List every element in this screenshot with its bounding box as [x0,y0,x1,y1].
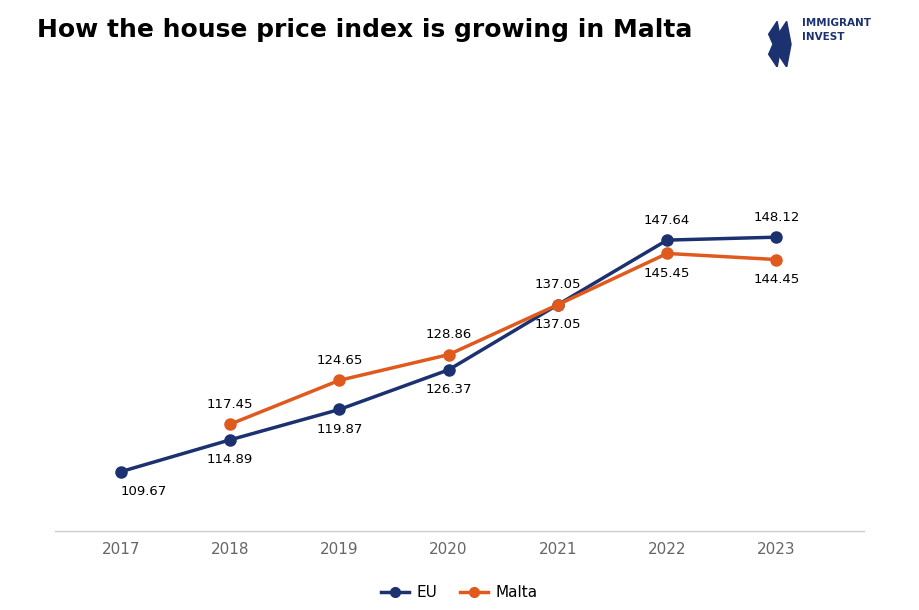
Text: 117.45: 117.45 [207,398,254,411]
Line: Malta: Malta [224,248,782,430]
EU [115,468,126,475]
Text: 144.45: 144.45 [754,273,800,286]
Legend: EU, Malta: EU, Malta [375,579,544,606]
Text: 137.05: 137.05 [535,278,581,292]
EU [334,406,345,413]
EU [552,301,563,309]
Text: 137.05: 137.05 [535,318,581,331]
Malta [662,250,673,257]
Polygon shape [768,21,781,67]
Text: 119.87: 119.87 [316,423,362,436]
Text: 145.45: 145.45 [644,267,690,280]
Text: 126.37: 126.37 [425,383,471,396]
Malta [771,256,782,264]
Polygon shape [778,21,791,67]
Malta [224,421,235,428]
EU [443,366,454,373]
Text: How the house price index is growing in Malta: How the house price index is growing in … [37,18,692,42]
Text: 148.12: 148.12 [754,210,800,224]
Text: 128.86: 128.86 [425,328,471,341]
Text: 114.89: 114.89 [207,453,253,466]
Text: IMMIGRANT
INVEST: IMMIGRANT INVEST [802,18,871,42]
EU [771,234,782,241]
Malta [443,351,454,358]
Malta [334,377,345,384]
Text: 109.67: 109.67 [120,485,167,498]
EU [224,436,235,443]
Text: 124.65: 124.65 [316,354,362,367]
Line: EU: EU [115,232,782,477]
Text: 147.64: 147.64 [644,214,690,227]
EU [662,237,673,244]
Malta [552,301,563,309]
